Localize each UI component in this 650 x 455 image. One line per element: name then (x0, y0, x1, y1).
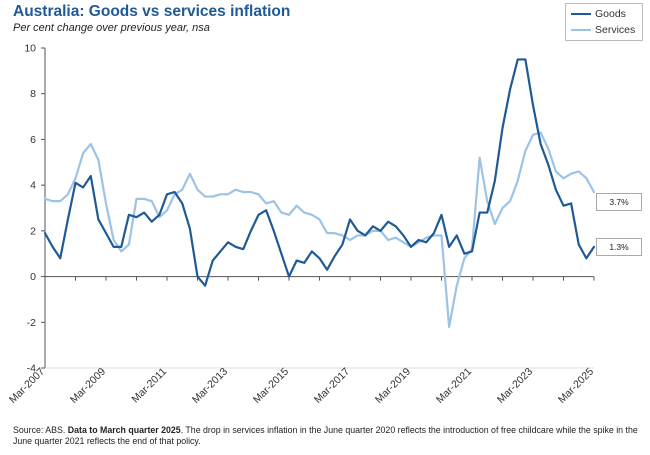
legend-item-goods: Goods (571, 8, 626, 20)
services-latest-value-tag: 3.7% (596, 193, 642, 211)
x-tick-label: Mar-2009 (68, 366, 108, 406)
y-tick-label: 8 (30, 88, 36, 100)
goods-latest-value-tag: 1.3% (596, 238, 642, 256)
y-tick-label: 6 (30, 134, 36, 146)
y-tick-label: 2 (30, 225, 36, 237)
axes (41, 47, 595, 369)
source-note: Source: ABS. Data to March quarter 2025.… (13, 425, 638, 447)
series-line-services (43, 131, 596, 328)
source-bold: Data to March quarter 2025 (67, 425, 181, 435)
chart-subtitle: Per cent change over previous year, nsa (13, 22, 210, 34)
source-rest: . The drop in services inflation in the … (13, 425, 638, 446)
x-tick-label: Mar-2017 (312, 366, 352, 406)
legend-swatch-goods (571, 13, 591, 16)
legend-label-services: Services (595, 24, 636, 36)
series-line-goods (43, 58, 596, 287)
y-tick-label: -2 (27, 317, 36, 329)
x-tick-label: Mar-2011 (129, 366, 169, 406)
legend-swatch-services (571, 29, 591, 32)
y-tick-label: 10 (24, 43, 36, 55)
source-prefix: Source: ABS. (13, 425, 68, 435)
y-tick-label: -4 (27, 363, 36, 375)
y-tick-label: 0 (30, 271, 36, 283)
x-tick-label: Mar-2025 (556, 366, 596, 406)
chart-title: Australia: Goods vs services inflation (13, 3, 291, 20)
x-tick-label: Mar-2021 (434, 366, 474, 406)
x-tick-label: Mar-2013 (190, 366, 230, 406)
legend: Goods Services (565, 3, 643, 41)
x-tick-label: Mar-2019 (373, 366, 413, 406)
y-tick-label: 4 (30, 180, 36, 192)
x-tick-label: Mar-2023 (495, 366, 535, 406)
series-lines (43, 58, 596, 328)
x-tick-label: Mar-2015 (251, 366, 291, 406)
legend-label-goods: Goods (595, 8, 626, 20)
legend-item-services: Services (571, 24, 635, 36)
